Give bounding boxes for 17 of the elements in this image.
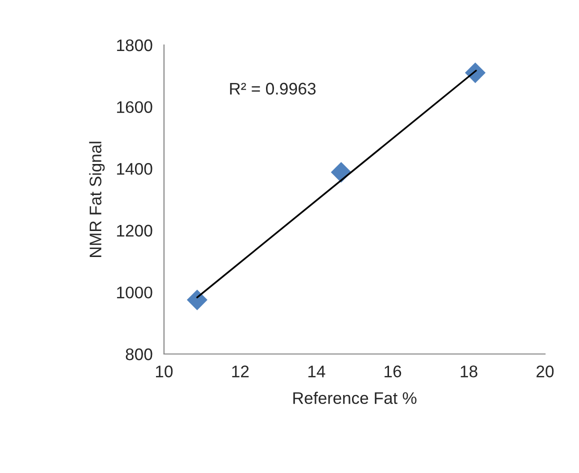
y-tick-label: 1400 <box>117 163 152 175</box>
y-tick-label: 800 <box>126 348 152 360</box>
point <box>186 290 208 310</box>
y-tick-label: 1200 <box>117 224 152 237</box>
x-tick-label: 10 <box>156 366 173 378</box>
x-tick-label: 16 <box>384 366 402 378</box>
x-tick-label: 20 <box>536 366 554 378</box>
point <box>464 62 486 84</box>
y-tick-label: 1800 <box>117 39 152 52</box>
x-tick-label: 14 <box>308 366 326 378</box>
x-tick-label: 18 <box>460 366 478 378</box>
y-tick-label: 1000 <box>117 286 152 298</box>
annotation: R² = 0.9963 <box>230 82 316 95</box>
y-tick-label: 1600 <box>117 101 152 114</box>
x-tick-label: 12 <box>232 366 249 378</box>
y-axis-title: NMR Fat Signal <box>89 142 105 257</box>
x-axis-title: Reference Fat % <box>293 392 416 404</box>
